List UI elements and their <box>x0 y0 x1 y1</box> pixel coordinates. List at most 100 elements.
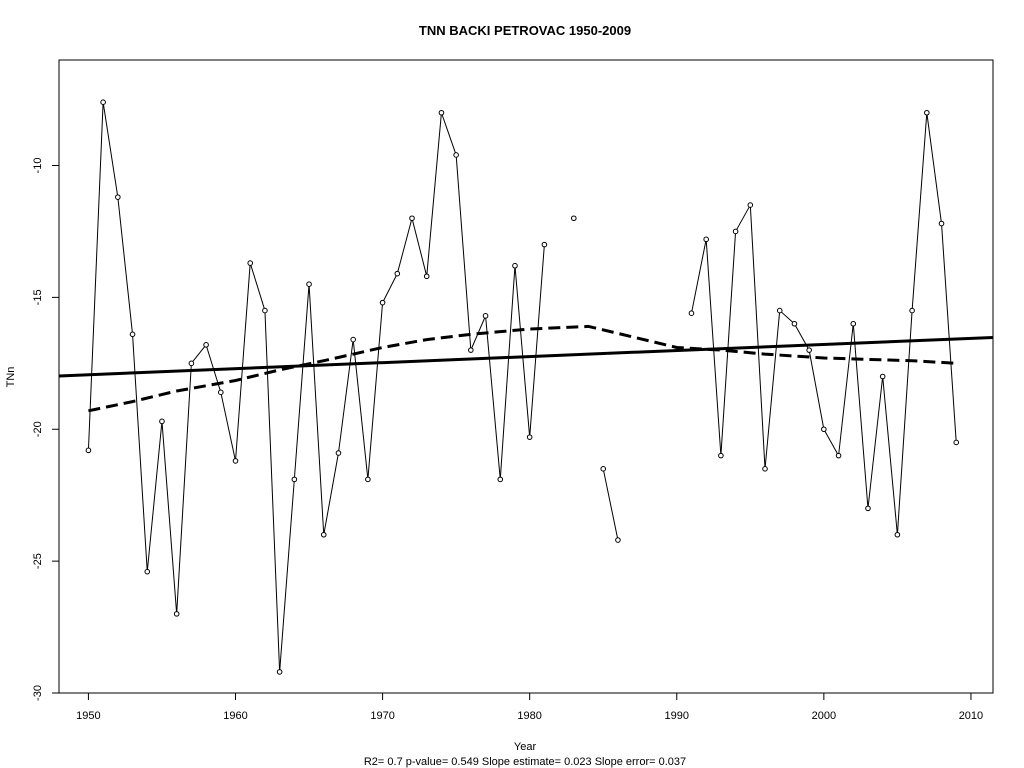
series-segment <box>220 392 236 462</box>
data-point <box>100 99 106 105</box>
data-point <box>688 310 695 317</box>
series-segment <box>293 284 310 480</box>
data-point <box>335 450 342 456</box>
series-segment <box>337 339 354 454</box>
data-point <box>615 537 621 543</box>
data-point <box>203 342 209 348</box>
series-segment <box>514 265 531 438</box>
data-point <box>129 331 136 338</box>
series-segment <box>499 265 516 480</box>
x-tick-label: 1980 <box>517 710 541 722</box>
data-point <box>953 439 960 446</box>
data-point <box>924 109 930 116</box>
series-segment <box>235 263 251 461</box>
data-point <box>747 202 754 208</box>
data-point <box>497 476 504 483</box>
data-point <box>365 476 371 483</box>
series-segment <box>411 218 428 277</box>
series-segment <box>852 323 869 509</box>
series-segment <box>102 102 119 198</box>
trend-lines <box>58 324 994 413</box>
series-segment <box>485 315 501 480</box>
data-point <box>423 273 430 280</box>
x-tick-label: 2010 <box>959 710 983 722</box>
series-segment <box>808 350 825 430</box>
y-tick-label: -10 <box>32 158 44 174</box>
data-point <box>394 270 401 277</box>
series-segment <box>132 334 148 572</box>
series-segment <box>735 204 751 232</box>
y-axis-label: TNn <box>5 367 17 388</box>
series-segment <box>440 112 457 156</box>
series-segment <box>455 154 472 351</box>
data-point <box>541 241 548 248</box>
series-segment <box>941 223 957 443</box>
series-segment <box>779 310 795 325</box>
series-segment <box>308 284 325 535</box>
series-segment <box>749 205 766 469</box>
stats-text: R2= 0.7 p-value= 0.549 Slope estimate= 0… <box>364 756 686 768</box>
series-segment <box>926 112 943 224</box>
y-tick-label: -15 <box>32 289 44 305</box>
data-point <box>85 447 92 454</box>
data-point <box>703 236 709 243</box>
series-segment <box>896 310 913 535</box>
series-segment <box>279 479 295 672</box>
linear-trend-line <box>58 335 994 378</box>
data-point <box>453 152 459 158</box>
data-point <box>291 476 298 483</box>
data-point <box>762 466 768 472</box>
data-point <box>438 109 445 116</box>
series-segment <box>264 310 281 672</box>
data-point <box>276 669 283 675</box>
data-point <box>159 418 165 425</box>
series-segment <box>529 244 545 438</box>
data-point <box>232 458 239 464</box>
series-segment <box>249 262 266 311</box>
data-point <box>247 260 254 266</box>
axis-ticks: 1950 1960 1970 1980 1990 2000 2010 -30 -25 -20 -15… <box>32 158 983 722</box>
data-point <box>806 347 812 353</box>
data-point <box>379 299 386 306</box>
series-segment <box>367 302 384 480</box>
plot-frame <box>58 59 994 694</box>
data-point <box>718 452 724 459</box>
series-segment <box>323 452 339 535</box>
data-point <box>173 611 180 617</box>
series-segment <box>911 112 928 311</box>
series-segment <box>838 323 854 456</box>
data-point <box>306 281 312 287</box>
data-point <box>188 360 195 367</box>
data-point <box>262 307 268 314</box>
series-segment <box>793 323 810 351</box>
data-point <box>938 220 945 227</box>
data-point <box>865 505 871 512</box>
series-segment <box>382 273 398 303</box>
x-tick-label: 1960 <box>223 710 247 722</box>
data-point <box>571 215 577 222</box>
data-point <box>732 228 739 235</box>
series-segment <box>190 344 207 364</box>
data-point <box>320 531 327 538</box>
data-point <box>821 426 827 433</box>
series-segment <box>867 376 884 509</box>
series-segment <box>764 310 781 469</box>
y-tick-label: -30 <box>32 685 44 701</box>
data-point <box>835 452 842 459</box>
data-point <box>350 336 356 343</box>
series-segment <box>690 239 707 314</box>
data-point <box>409 215 415 222</box>
series-segment <box>823 429 839 456</box>
series-segment <box>426 112 442 277</box>
data-point <box>512 262 518 269</box>
smoothed-trend-curve <box>88 324 957 413</box>
chart-title: TNN BACKI PETROVAC 1950-2009 <box>419 23 631 38</box>
data-point <box>526 434 533 440</box>
series-segment <box>352 339 369 480</box>
data-point <box>468 347 474 353</box>
data-series <box>85 99 960 675</box>
data-point <box>791 320 798 327</box>
data-point <box>482 313 489 319</box>
y-tick-label: -20 <box>32 421 44 437</box>
